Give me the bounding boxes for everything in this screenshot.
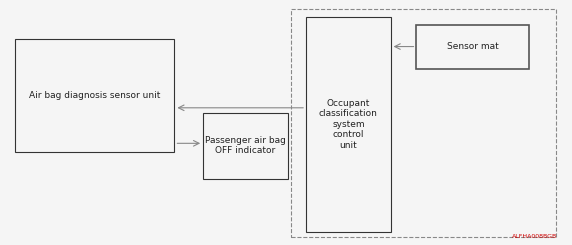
Bar bbox=[15, 39, 174, 152]
Text: Passenger air bag
OFF indicator: Passenger air bag OFF indicator bbox=[205, 136, 286, 156]
Bar bbox=[416, 24, 529, 69]
Text: Sensor mat: Sensor mat bbox=[447, 42, 498, 51]
Bar bbox=[291, 9, 556, 237]
Text: Occupant
classification
system
control
unit: Occupant classification system control u… bbox=[319, 99, 378, 150]
Text: ALFHA008BGB: ALFHA008BGB bbox=[513, 234, 558, 239]
Bar bbox=[203, 113, 288, 179]
Bar bbox=[306, 17, 391, 232]
Text: Air bag diagnosis sensor unit: Air bag diagnosis sensor unit bbox=[29, 91, 161, 100]
